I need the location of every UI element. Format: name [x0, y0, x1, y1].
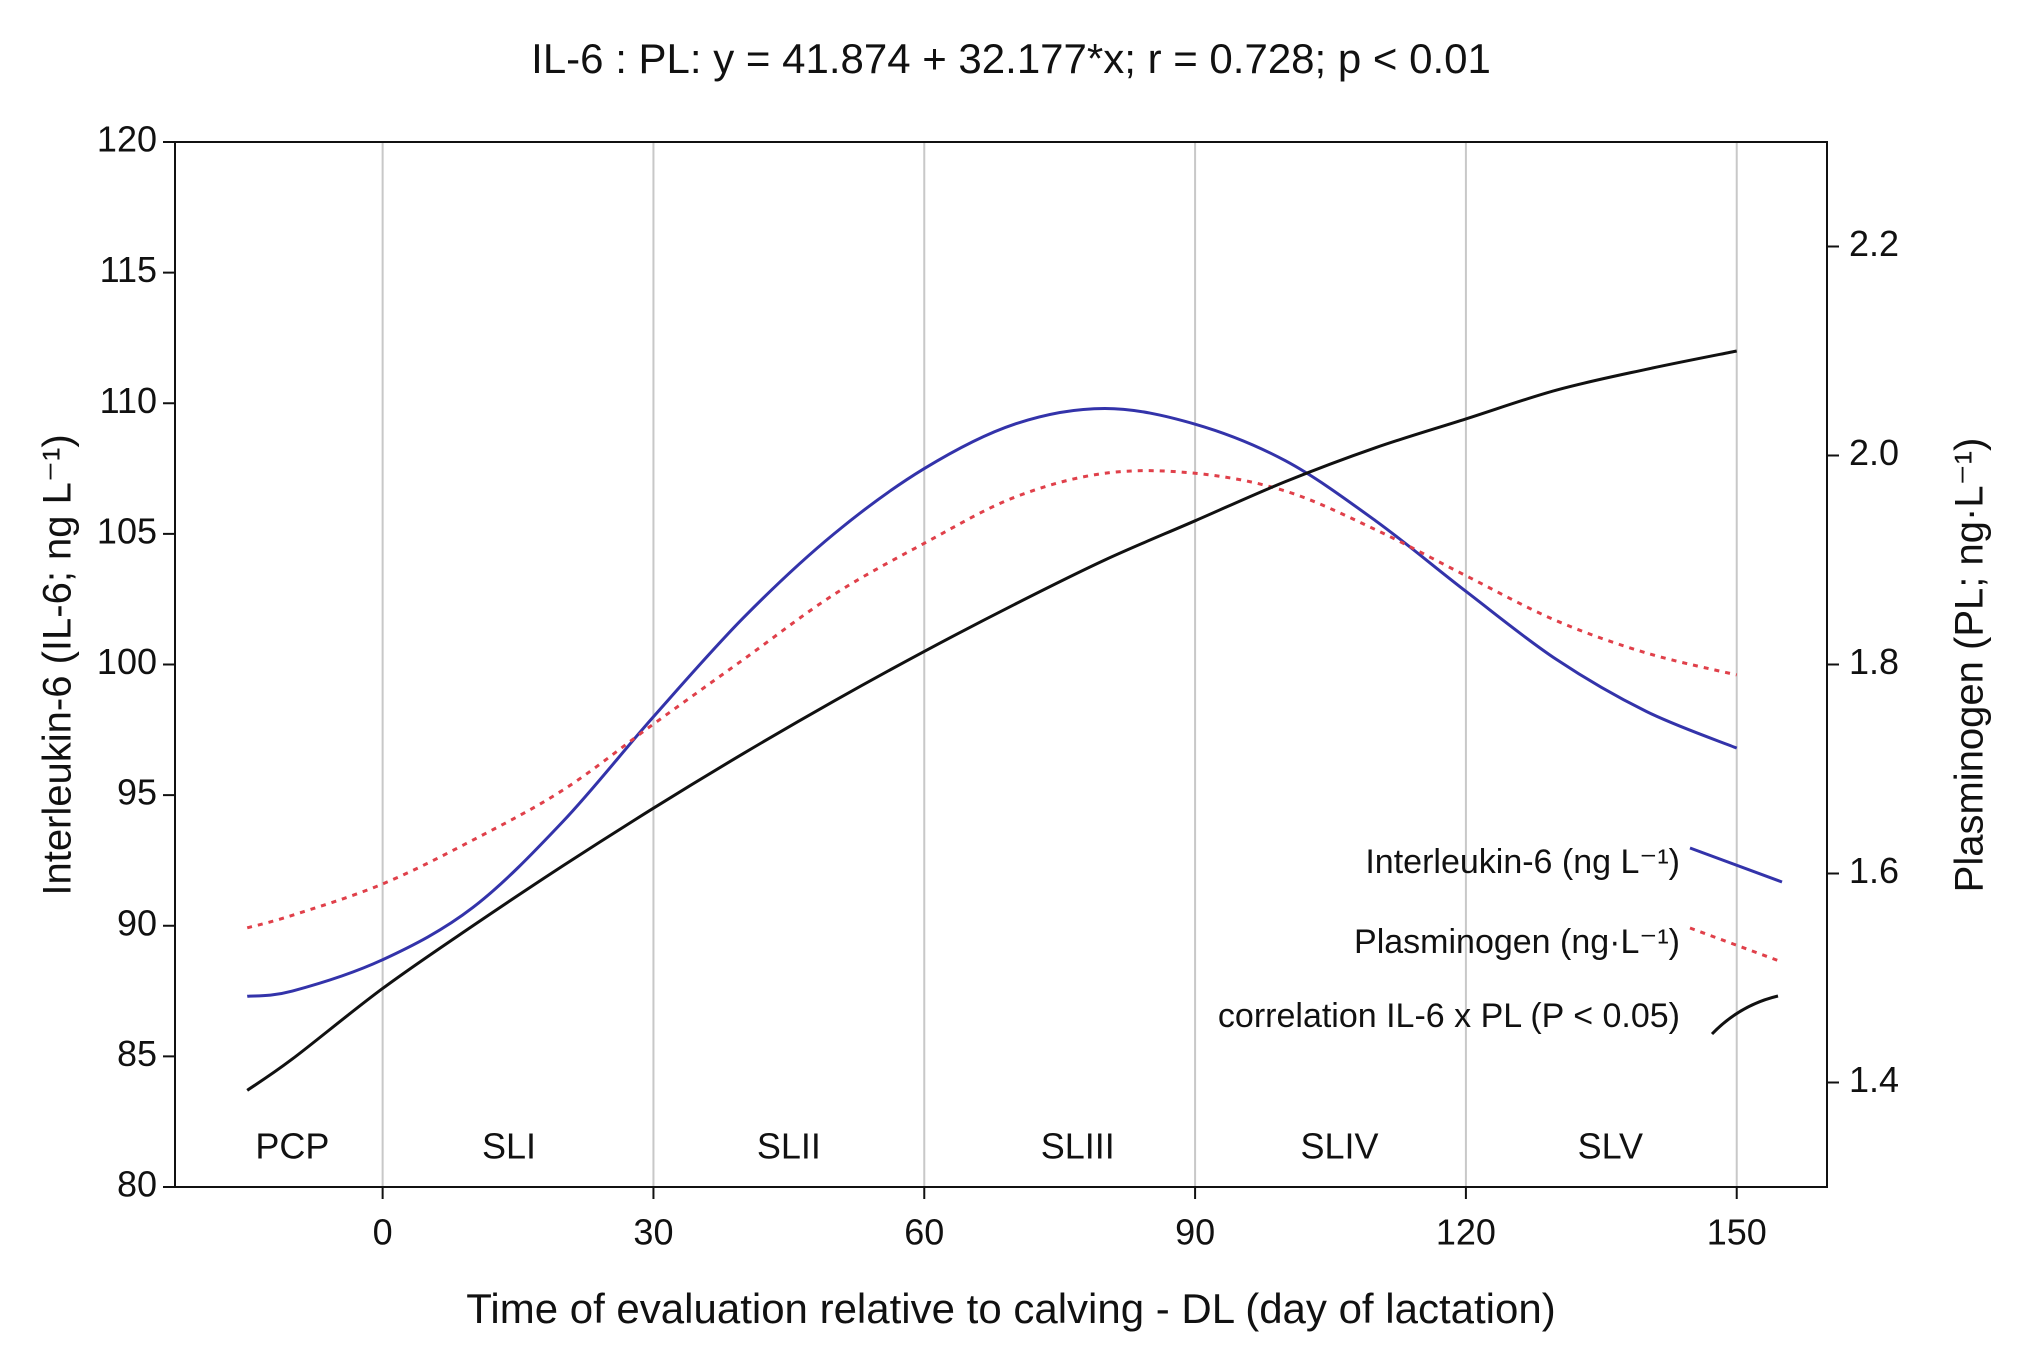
legend-swatch [1689, 846, 1783, 884]
x-tick-label: 90 [1175, 1212, 1215, 1253]
x-tick-label: 0 [373, 1212, 393, 1253]
legend-label: Plasminogen (ng·L⁻¹) [1354, 923, 1680, 961]
y2-tick-label: 1.8 [1849, 641, 1899, 682]
x-tick-label: 150 [1707, 1212, 1767, 1253]
stage-label: SLIII [1041, 1126, 1115, 1167]
series-line [247, 406, 1738, 998]
legend-label: correlation IL-6 x PL (P < 0.05) [1218, 997, 1680, 1035]
y2-axis-label: Plasminogen (PL; ng·L⁻¹) [1948, 438, 1992, 893]
stage-label: PCP [255, 1126, 329, 1167]
x-tick-label: 120 [1436, 1212, 1496, 1253]
stage-label: SLI [482, 1126, 536, 1167]
x-tick-label: 30 [633, 1212, 673, 1253]
y-tick-label: 95 [117, 772, 157, 813]
y-tick-label: 100 [97, 641, 157, 682]
legend-label: Interleukin-6 (ng L⁻¹) [1365, 843, 1680, 881]
y-tick-label: 90 [117, 902, 157, 943]
chart-title: IL-6 : PL: y = 41.874 + 32.177*x; r = 0.… [531, 35, 1491, 82]
y-tick-label: 115 [100, 249, 157, 290]
y2-tick-label: 1.6 [1849, 850, 1899, 891]
y2-tick-label: 2.0 [1849, 432, 1899, 473]
stage-label: SLIV [1301, 1126, 1379, 1167]
y-tick-label: 110 [100, 380, 157, 421]
stage-label: SLII [757, 1126, 821, 1167]
y2-tick-label: 1.4 [1849, 1059, 1899, 1100]
y-tick-label: 85 [117, 1033, 157, 1074]
legend-swatch [1689, 926, 1783, 964]
y2-tick-label: 2.2 [1849, 223, 1899, 264]
x-axis-label: Time of evaluation relative to calving -… [466, 1285, 1555, 1332]
y-tick-label: 80 [117, 1164, 157, 1205]
x-tick-label: 60 [904, 1212, 944, 1253]
y-tick-label: 105 [97, 510, 157, 551]
plot-frame [174, 141, 1828, 1188]
series-line [246, 349, 1738, 1092]
y-tick-label: 120 [97, 119, 157, 160]
legend-swatch [1710, 994, 1779, 1036]
series-line [246, 469, 1738, 930]
y-axis-label: Interleukin-6 (IL-6; ng L⁻¹) [36, 434, 80, 895]
stage-label: SLV [1578, 1126, 1643, 1167]
